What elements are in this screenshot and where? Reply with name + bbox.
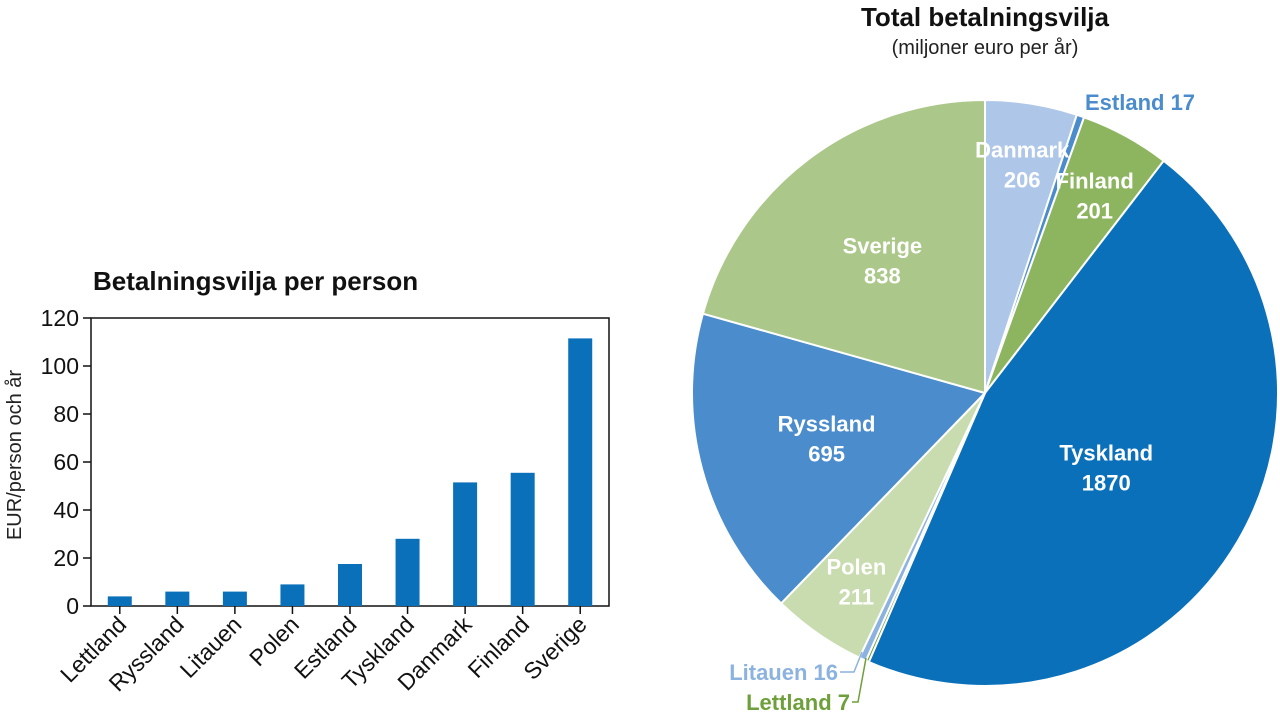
slice-value-polen: 211 bbox=[839, 584, 875, 609]
bar-lettland bbox=[107, 596, 132, 606]
y-tick-label: 100 bbox=[41, 353, 79, 379]
slice-value-sverige: 838 bbox=[864, 264, 901, 289]
bar-x-axis: LettlandRysslandLitauenPolenEstlandTyskl… bbox=[55, 606, 592, 696]
slice-value-lettland: Lettland 7 bbox=[746, 690, 850, 715]
bar-ryssland bbox=[165, 591, 190, 606]
pie-labels: Danmark 206 Estland 17 Finland 201 Tyskland 18… bbox=[729, 90, 1195, 715]
pie-chart-title: Total betalningsvilja bbox=[861, 2, 1110, 32]
bar-polen bbox=[280, 584, 305, 606]
x-tick-label: Litauen bbox=[175, 611, 247, 683]
slice-label-sverige: Sverige bbox=[843, 234, 923, 259]
bar-estland bbox=[338, 564, 362, 606]
bar-chart-ylabel: EUR/person och år bbox=[4, 370, 26, 540]
bar-danmark bbox=[453, 482, 478, 606]
bar-series bbox=[107, 338, 593, 606]
bar-finland bbox=[510, 472, 535, 606]
pie-chart-subtitle: (miljoner euro per år) bbox=[892, 37, 1079, 59]
bar-tyskland bbox=[395, 538, 420, 606]
leader-line-litauen bbox=[840, 651, 863, 673]
slice-label-finland: Finland bbox=[1056, 168, 1134, 193]
y-tick-label: 60 bbox=[53, 449, 79, 475]
slice-tyskland bbox=[867, 159, 1280, 687]
slice-value-ryssland: 695 bbox=[808, 442, 845, 467]
y-tick-label: 20 bbox=[53, 545, 79, 571]
bar-y-axis: 0 20 40 60 80 100 120 bbox=[41, 305, 91, 619]
bar-chart-title: Betalningsvilja per person bbox=[93, 266, 418, 296]
slice-value-estland: Estland 17 bbox=[1085, 90, 1195, 115]
bar-sverige bbox=[568, 338, 593, 606]
slice-label-tyskland: Tyskland bbox=[1059, 440, 1153, 465]
leader-line-lettland bbox=[852, 657, 867, 703]
slice-label-polen: Polen bbox=[826, 554, 886, 579]
x-tick-label: Sverige bbox=[518, 611, 592, 685]
slice-value-finland: 201 bbox=[1076, 198, 1113, 223]
y-tick-label: 0 bbox=[66, 593, 79, 619]
slice-sverige bbox=[701, 99, 986, 394]
slice-value-tyskland: 1870 bbox=[1082, 470, 1131, 495]
slice-label-danmark: Danmark bbox=[975, 138, 1070, 163]
slice-value-litauen: Litauen 16 bbox=[729, 660, 838, 685]
pie-series bbox=[691, 99, 1280, 687]
slice-label-ryssland: Ryssland bbox=[778, 412, 876, 437]
bar-litauen bbox=[222, 591, 247, 606]
y-tick-label: 120 bbox=[41, 305, 79, 331]
slice-ryssland bbox=[691, 312, 986, 605]
slice-value-danmark: 206 bbox=[1004, 168, 1041, 193]
y-tick-label: 40 bbox=[53, 497, 79, 523]
y-tick-label: 80 bbox=[53, 401, 79, 427]
